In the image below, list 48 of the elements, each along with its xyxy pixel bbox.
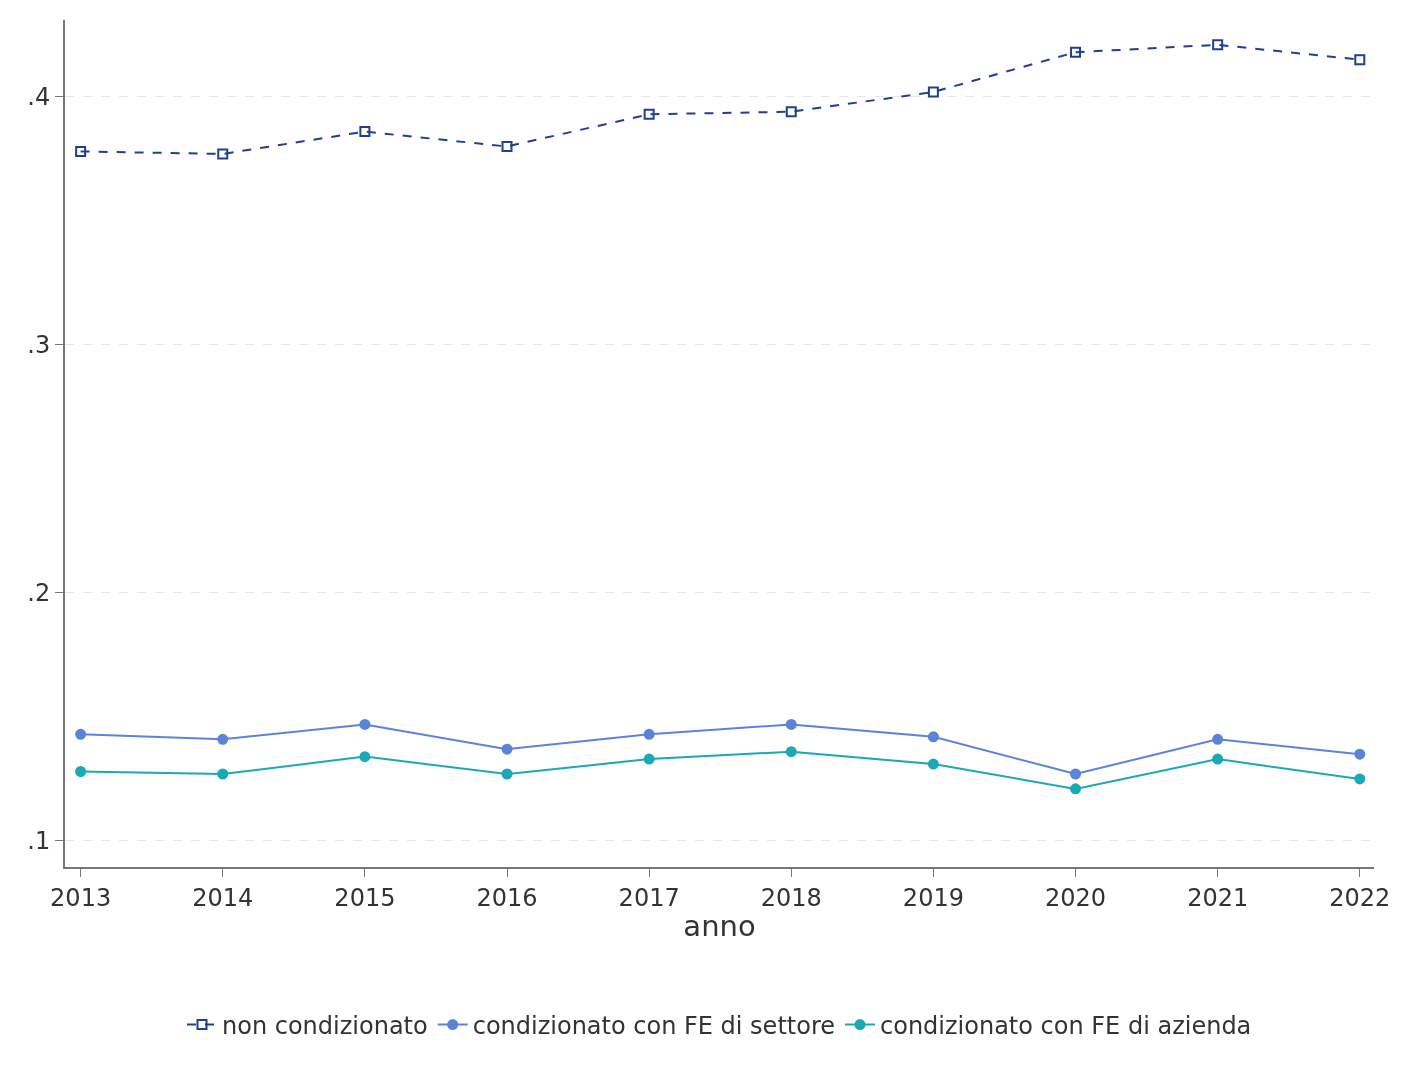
- x-tick-label: 2018: [760, 883, 822, 912]
- point: [1070, 768, 1082, 780]
- point: [643, 108, 655, 120]
- point: [1354, 748, 1366, 760]
- point: [75, 728, 87, 740]
- point: [785, 106, 797, 118]
- legend-label: condizionato con FE di settore: [472, 1011, 835, 1040]
- point: [75, 766, 87, 778]
- point: [217, 768, 229, 780]
- point: [75, 145, 87, 157]
- point: [359, 126, 371, 138]
- point: [643, 728, 655, 740]
- point: [927, 731, 939, 743]
- point: [643, 753, 655, 765]
- point: [1070, 783, 1082, 795]
- point: [1354, 54, 1366, 66]
- x-tick-label: 2020: [1044, 883, 1107, 912]
- point: [359, 718, 371, 730]
- point: [1354, 773, 1366, 785]
- x-tick-label: 2019: [902, 883, 964, 912]
- x-tick-label: 2016: [476, 883, 538, 912]
- point: [1212, 39, 1224, 51]
- x-tick-label: 2022: [1329, 883, 1391, 912]
- point: [785, 718, 797, 730]
- legend-label: condizionato con FE di azienda: [880, 1011, 1252, 1040]
- x-tick-label: 2021: [1187, 883, 1249, 912]
- legend-label: non condizionato: [222, 1011, 428, 1040]
- x-tick-label: 2015: [334, 883, 396, 912]
- point: [217, 148, 229, 160]
- point: [927, 758, 939, 770]
- point: [1212, 733, 1224, 745]
- x-tick-label: 2014: [192, 883, 254, 912]
- x-tick-label: 2017: [618, 883, 680, 912]
- x-axis-title: anno: [683, 909, 756, 944]
- y-tick-label: .1: [27, 827, 51, 856]
- point: [501, 140, 513, 152]
- point: [501, 768, 513, 780]
- point: [1070, 46, 1082, 58]
- point: [501, 743, 513, 755]
- point: [927, 86, 939, 98]
- point: [217, 733, 229, 745]
- y-tick-label: .4: [27, 83, 51, 112]
- point: [1212, 753, 1224, 765]
- y-tick-label: .2: [27, 579, 51, 608]
- point: [785, 746, 797, 758]
- point: [359, 751, 371, 763]
- y-tick-label: .3: [27, 331, 51, 360]
- x-tick-label: 2013: [50, 883, 112, 912]
